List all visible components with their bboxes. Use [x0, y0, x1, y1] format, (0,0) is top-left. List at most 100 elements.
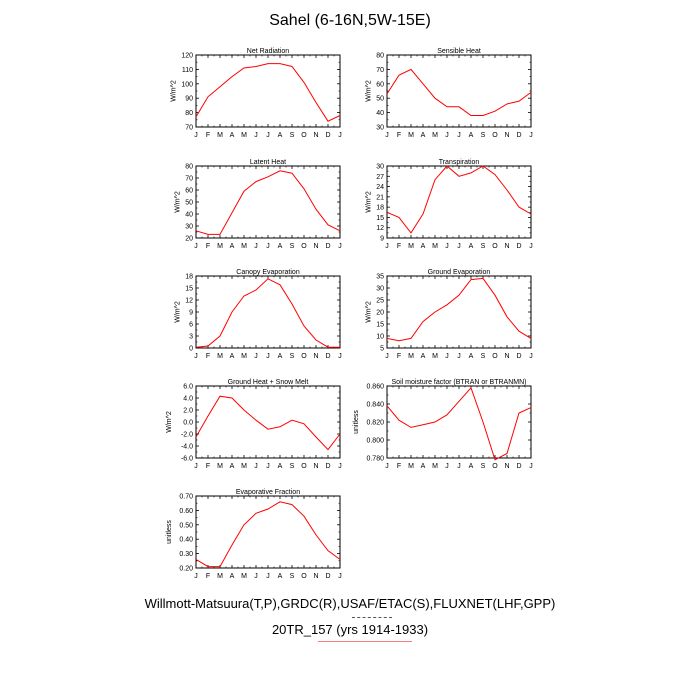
x-tick-label: M [432, 132, 438, 139]
panel-title: Evaporative Fraction [236, 489, 300, 496]
y-tick-label: 80 [376, 53, 384, 60]
x-tick-label: F [397, 463, 401, 470]
x-tick-label: M [408, 132, 414, 139]
y-tick-label: 21 [376, 194, 384, 201]
series-line-ground-evaporation [386, 277, 532, 342]
y-tick-label: 20 [376, 310, 384, 317]
x-tick-label: S [290, 573, 295, 580]
plot-frame [195, 385, 341, 459]
x-tick-label: O [301, 132, 307, 139]
x-tick-label: D [325, 132, 330, 139]
x-tick-label: J [194, 463, 198, 470]
y-tick-label: 30 [376, 125, 384, 132]
x-tick-label: J [385, 463, 389, 470]
y-axis-label: unitless [166, 520, 173, 544]
y-tick-label: 70 [185, 125, 193, 132]
x-tick-label: S [481, 463, 486, 470]
panel-title: Sensible Heat [437, 48, 481, 55]
y-tick-label: 0.40 [179, 537, 193, 544]
x-tick-label: J [457, 353, 461, 360]
x-tick-label: J [194, 573, 198, 580]
x-tick-label: A [278, 353, 283, 360]
dashed-mark [352, 617, 392, 618]
x-tick-label: J [254, 243, 258, 250]
x-tick-label: S [481, 132, 486, 139]
x-tick-label: J [457, 132, 461, 139]
x-tick-label: N [313, 132, 318, 139]
y-tick-label: 0.840 [366, 402, 384, 409]
x-tick-label: M [241, 132, 247, 139]
panel-title: Canopy Evaporation [236, 269, 300, 276]
y-tick-label: 30 [376, 164, 384, 171]
y-tick-label: 0.20 [179, 566, 193, 573]
x-tick-label: J [254, 353, 258, 360]
series-line-canopy-evaporation [195, 278, 340, 348]
x-tick-label: N [504, 353, 509, 360]
y-tick-label: 0.30 [179, 551, 193, 558]
x-tick-label: D [325, 353, 330, 360]
x-tick-label: J [266, 353, 270, 360]
x-tick-label: J [445, 463, 449, 470]
x-tick-label: F [397, 243, 401, 250]
y-tick-label: 70 [376, 67, 384, 74]
y-tick-label: 20 [185, 236, 193, 243]
x-tick-label: J [338, 243, 342, 250]
x-tick-label: A [230, 353, 235, 360]
y-tick-label: 0 [189, 346, 193, 353]
y-axis-label: W/m^2 [366, 80, 373, 102]
figure-title: Sahel (6-16N,5W-15E) [269, 12, 431, 29]
y-axis-label: W/m^2 [175, 301, 182, 323]
plot-frame [386, 54, 532, 128]
x-tick-label: J [338, 353, 342, 360]
x-tick-label: M [408, 243, 414, 250]
x-tick-label: O [301, 463, 307, 470]
panel-title: Ground Evaporation [428, 269, 491, 276]
panel-title: Ground Heat + Snow Melt [228, 379, 309, 386]
x-tick-label: J [385, 353, 389, 360]
y-tick-label: 12 [185, 298, 193, 305]
x-tick-label: J [457, 463, 461, 470]
x-tick-label: N [313, 353, 318, 360]
y-tick-label: 2.0 [183, 408, 193, 415]
y-tick-label: 25 [376, 298, 384, 305]
x-tick-label: M [217, 463, 223, 470]
panel-title: Latent Heat [250, 159, 286, 166]
x-tick-label: M [217, 573, 223, 580]
x-tick-label: D [325, 463, 330, 470]
x-tick-label: J [445, 243, 449, 250]
x-tick-label: A [421, 353, 426, 360]
x-tick-label: J [338, 463, 342, 470]
x-tick-label: A [421, 243, 426, 250]
x-tick-label: O [492, 463, 498, 470]
series-line-net-radiation [195, 63, 341, 122]
y-tick-label: 0.780 [366, 456, 384, 463]
x-tick-label: J [385, 132, 389, 139]
x-tick-label: F [206, 573, 210, 580]
x-tick-label: A [469, 132, 474, 139]
x-tick-label: A [230, 132, 235, 139]
x-tick-label: M [241, 353, 247, 360]
x-tick-label: F [397, 353, 401, 360]
y-tick-label: 0.800 [366, 438, 384, 445]
x-tick-label: A [421, 132, 426, 139]
x-tick-label: O [492, 243, 498, 250]
x-tick-label: J [254, 132, 258, 139]
y-tick-label: 9 [380, 236, 384, 243]
y-axis-label: W/m^2 [166, 411, 173, 433]
y-tick-label: 0.50 [179, 522, 193, 529]
y-tick-label: 0.0 [183, 420, 193, 427]
x-tick-label: J [385, 243, 389, 250]
y-axis-label: unitless [353, 410, 360, 434]
x-tick-label: A [230, 573, 235, 580]
y-axis-label: W/m^2 [175, 191, 182, 213]
x-tick-label: O [301, 243, 307, 250]
y-tick-label: -6.0 [181, 456, 193, 463]
x-tick-label: M [432, 463, 438, 470]
y-tick-label: 30 [376, 286, 384, 293]
x-tick-label: J [445, 132, 449, 139]
series-line-latent-heat [195, 170, 341, 235]
